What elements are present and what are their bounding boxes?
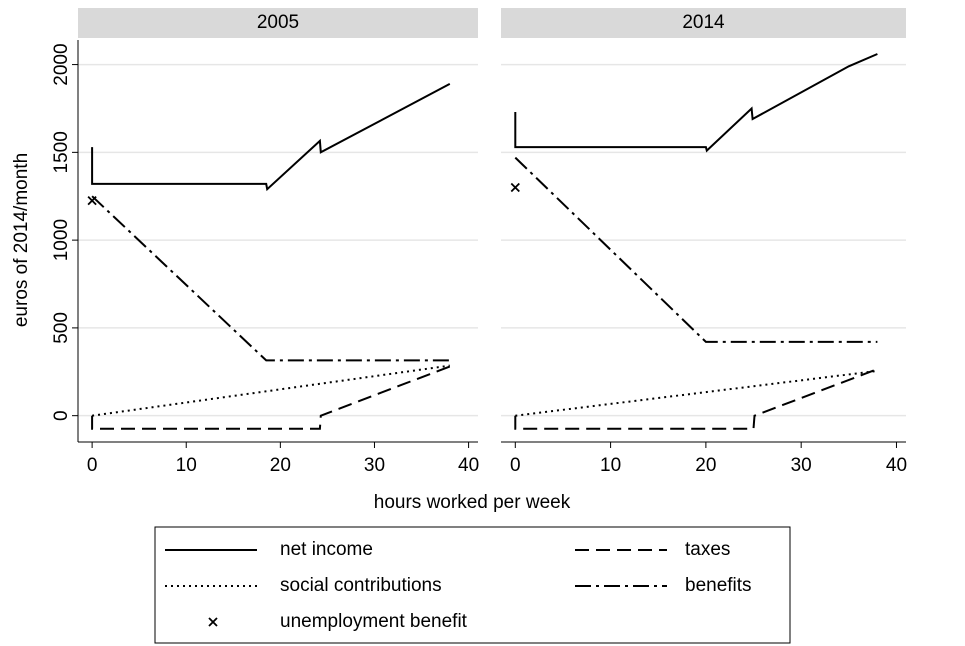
- series-line: [514, 156, 878, 343]
- y-tick-label: 0: [51, 410, 72, 421]
- series-line: [91, 195, 450, 362]
- x-tick-label: 30: [364, 455, 385, 476]
- legend-label: taxes: [685, 539, 730, 560]
- y-tick-label: 500: [51, 312, 72, 344]
- legend-marker: [208, 617, 218, 627]
- x-tick-label: 10: [600, 455, 621, 476]
- x-tick-label: 0: [510, 455, 521, 476]
- y-axis-label: euros of 2014/month: [11, 153, 32, 327]
- y-tick-label: 1500: [51, 131, 72, 173]
- panel-title: 2005: [257, 12, 299, 33]
- x-tick-label: 20: [270, 455, 291, 476]
- legend-label: benefits: [685, 575, 752, 596]
- panel-title: 2014: [682, 12, 725, 33]
- x-tick-label: 10: [176, 455, 197, 476]
- x-tick-label: 30: [791, 455, 812, 476]
- series-line: [91, 365, 451, 430]
- legend-label: unemployment benefit: [280, 611, 468, 632]
- x-tick-label: 40: [458, 455, 479, 476]
- x-tick-label: 40: [886, 455, 907, 476]
- x-tick-label: 0: [87, 455, 98, 476]
- legend-label: social contributions: [280, 575, 442, 596]
- y-tick-label: 2000: [51, 43, 72, 85]
- series-line: [514, 368, 878, 430]
- x-axis-label: hours worked per week: [374, 492, 571, 513]
- marker: [87, 195, 97, 206]
- x-tick-label: 20: [695, 455, 716, 476]
- y-tick-label: 1000: [51, 219, 72, 261]
- series-line: [515, 369, 878, 417]
- marker: [510, 182, 520, 193]
- series-line: [91, 364, 450, 417]
- series-line: [514, 53, 878, 153]
- legend-label: net income: [280, 539, 373, 560]
- panel-header: [501, 8, 906, 38]
- panel-header: [78, 8, 478, 38]
- series-line: [91, 83, 451, 192]
- legend-box: [154, 526, 791, 644]
